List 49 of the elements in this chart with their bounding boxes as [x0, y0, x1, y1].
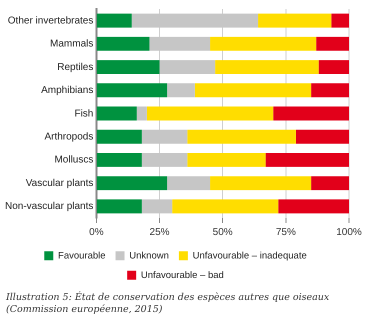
bar [96, 130, 142, 144]
legend-label: Favourable [58, 250, 106, 262]
bar [187, 152, 266, 167]
y-tick-label: Other invertebrates [8, 15, 94, 26]
bar [215, 60, 319, 74]
y-tick-label: Non-vascular plants [5, 201, 94, 212]
bar [136, 106, 147, 120]
y-tick-label: Reptiles [57, 62, 94, 73]
bar [278, 199, 349, 214]
bar [146, 106, 274, 120]
bar [96, 106, 137, 120]
y-tick-label: Fish [74, 108, 94, 120]
bar [210, 36, 316, 51]
bar [96, 199, 142, 214]
bar [311, 83, 349, 98]
bar [331, 14, 349, 28]
bar [96, 176, 168, 190]
bar [273, 106, 349, 120]
bar [96, 36, 150, 51]
bar [96, 14, 132, 28]
bar [316, 36, 349, 51]
y-tick-label: Mammals [50, 38, 94, 50]
bar [258, 14, 332, 28]
bar [172, 199, 278, 214]
legend-label: Unfavourable – inadequate [192, 250, 307, 262]
bar [167, 176, 210, 190]
x-tick-label: 25% [150, 226, 170, 238]
bar [194, 83, 312, 98]
bar [96, 83, 168, 98]
bar [311, 176, 349, 190]
x-tick-label: 75% [276, 226, 296, 238]
y-tick-label: Amphibians [41, 85, 94, 96]
legend-label: Unfavourable – bad [140, 270, 224, 281]
bar [96, 152, 142, 167]
bar [167, 83, 195, 98]
text: Illustration 5: État de conservation des espèces autres que oiseaux (Commission européenne, 2015) [6, 292, 330, 316]
bar [318, 60, 349, 74]
x-tick-label: 100% [336, 226, 362, 238]
x-tick-label: 50% [212, 226, 233, 238]
bar [296, 130, 349, 144]
bar [187, 130, 296, 144]
bar [210, 176, 312, 190]
y-tick-label: Arthropods [44, 131, 94, 142]
bar [266, 152, 349, 167]
x-tick-label: 0% [89, 226, 104, 238]
y-tick-label: Molluscs [54, 154, 94, 166]
bar [96, 60, 160, 74]
y-tick-label: Vascular plants [26, 178, 94, 189]
legend-label: Unknown [129, 250, 169, 262]
